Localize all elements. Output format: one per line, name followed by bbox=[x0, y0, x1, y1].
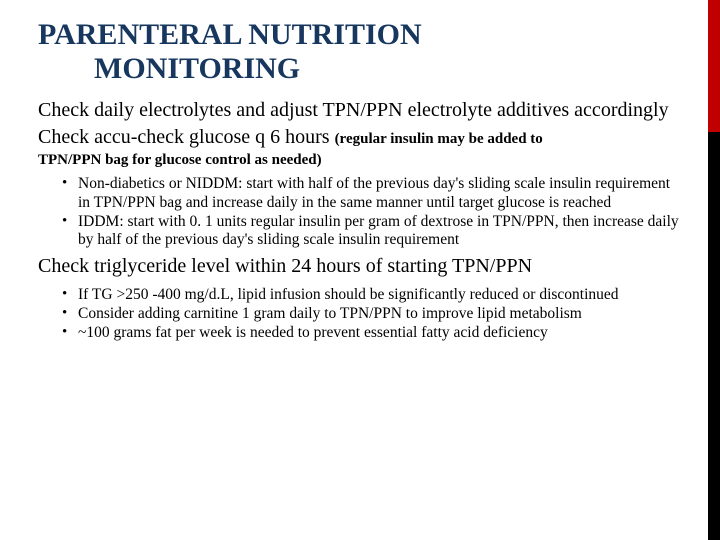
paragraph-glucose-tail: (regular insulin may be added to bbox=[335, 131, 543, 147]
title-line-2: MONITORING bbox=[38, 52, 686, 86]
bullet-list-insulin: Non-diabetics or NIDDM: start with half … bbox=[38, 175, 686, 249]
note-glucose-continuation: TPN/PPN bag for glucose control as neede… bbox=[38, 152, 686, 169]
title-line-1: PARENTERAL NUTRITION bbox=[38, 18, 422, 51]
list-item: Consider adding carnitine 1 gram daily t… bbox=[66, 305, 686, 323]
slide-title: PARENTERAL NUTRITION MONITORING bbox=[38, 18, 686, 85]
list-item: Non-diabetics or NIDDM: start with half … bbox=[66, 175, 686, 212]
accent-bar-top bbox=[708, 0, 720, 132]
paragraph-electrolytes: Check daily electrolytes and adjust TPN/… bbox=[38, 99, 686, 121]
paragraph-glucose: Check accu-check glucose q 6 hours (regu… bbox=[38, 126, 686, 148]
slide-content: PARENTERAL NUTRITION MONITORING Check da… bbox=[0, 0, 708, 540]
bullet-list-lipid: If TG >250 -400 mg/d.L, lipid infusion s… bbox=[38, 286, 686, 343]
list-item: If TG >250 -400 mg/d.L, lipid infusion s… bbox=[66, 286, 686, 304]
list-item: ~100 grams fat per week is needed to pre… bbox=[66, 324, 686, 342]
accent-bar-bottom bbox=[708, 132, 720, 540]
list-item: IDDM: start with 0. 1 units regular insu… bbox=[66, 213, 686, 250]
paragraph-triglyceride: Check triglyceride level within 24 hours… bbox=[38, 255, 686, 277]
paragraph-glucose-main: Check accu-check glucose q 6 hours bbox=[38, 126, 335, 148]
